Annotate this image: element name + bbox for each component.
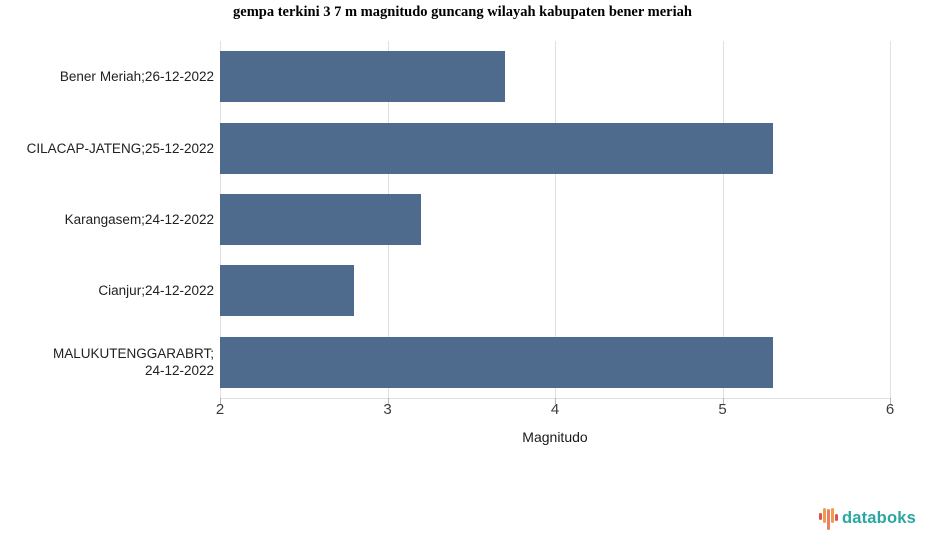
chart-title: gempa terkini 3 7 m magnitudo guncang wi…	[233, 4, 692, 20]
bar	[220, 51, 505, 103]
x-axis-tick-label: 3	[383, 401, 392, 418]
x-axis-tick-label: 5	[718, 401, 727, 418]
x-axis-tick-label: 4	[550, 401, 560, 418]
databoks-logo[interactable]: databoks	[818, 505, 916, 532]
bar	[220, 194, 421, 245]
y-axis-labels: Bener Meriah;26-12-2022 CILACAP-JATENG;25-…	[0, 41, 214, 398]
x-axis-tick	[890, 398, 891, 404]
bar	[220, 265, 354, 317]
x-axis-tick	[220, 398, 221, 404]
x-axis-tick-label: 6	[885, 401, 895, 418]
plot-area	[220, 41, 891, 399]
x-axis-tick	[387, 398, 389, 404]
x-axis-tick	[555, 398, 556, 404]
y-axis-label: Karangasem;24-12-2022	[64, 211, 214, 227]
y-axis-label: MALUKUTENGGARABRT; 24-12-2022	[52, 346, 214, 379]
gridline	[722, 41, 724, 398]
x-axis-tick	[722, 398, 724, 404]
y-axis-label: Bener Meriah;26-12-2022	[59, 69, 214, 85]
gridline	[890, 41, 891, 398]
bar	[220, 122, 773, 174]
x-axis-tick-label: 2	[215, 401, 225, 418]
x-axis-title: Magnitudo	[522, 429, 588, 445]
databoks-bars-icon	[818, 505, 839, 532]
bar	[220, 336, 773, 388]
gridline	[555, 41, 556, 398]
y-axis-label: Cianjur;24-12-2022	[98, 283, 214, 299]
y-axis-label: CILACAP-JATENG;25-12-2022	[26, 140, 214, 156]
databoks-logo-text: databoks	[841, 509, 916, 527]
